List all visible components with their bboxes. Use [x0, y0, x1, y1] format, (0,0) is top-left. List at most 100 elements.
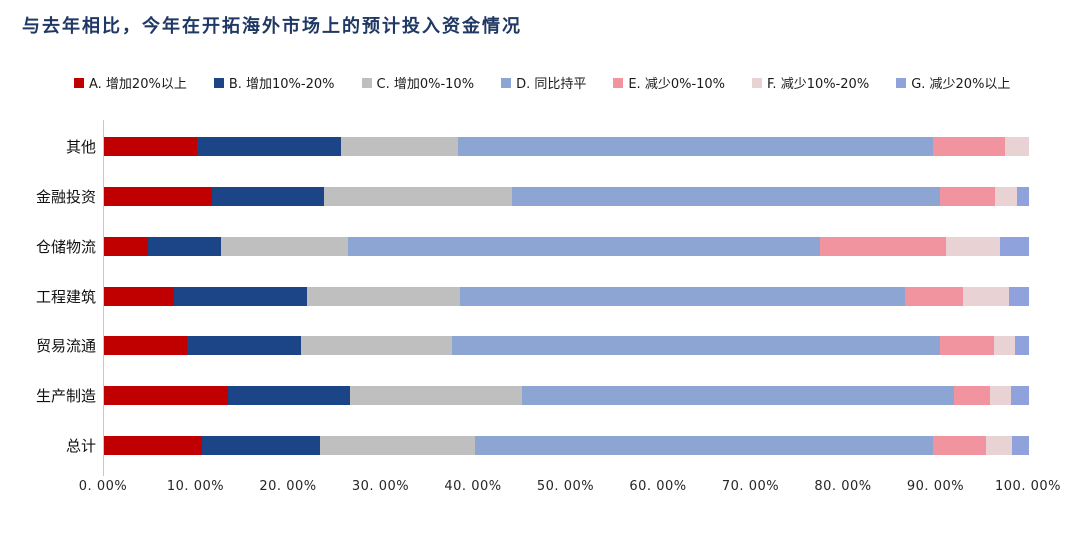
bar-segment	[954, 385, 991, 405]
bar-segment	[1015, 336, 1029, 356]
category-label: 金融投资	[35, 188, 96, 207]
bar-segment	[319, 435, 475, 455]
chart-title: 与去年相比，今年在开拓海外市场上的预计投入资金情况	[22, 16, 522, 37]
x-tick-label: 20. 00%	[259, 479, 317, 494]
bar-segment	[986, 435, 1013, 455]
bar-segment	[932, 435, 987, 455]
legend-item-2: C. 增加0%-10%	[361, 73, 475, 92]
bar-segment	[104, 286, 175, 306]
bar-segment	[819, 236, 946, 256]
legend-swatch-icon	[613, 77, 624, 88]
bar-segment	[187, 336, 302, 356]
bar-segment	[301, 336, 452, 356]
legend-label: E. 减少0%-10%	[628, 77, 726, 92]
legend-swatch-icon	[74, 77, 84, 88]
bar-segment	[945, 236, 1001, 256]
bar-segment	[458, 137, 933, 157]
bar-segment	[104, 137, 197, 157]
bar-segment	[1011, 385, 1029, 405]
bar-segment	[1004, 137, 1029, 157]
stacked-bar	[104, 435, 1029, 455]
bar-row: 工程建筑	[1, 271, 1029, 321]
x-tick-label: 0. 00%	[78, 479, 128, 494]
bar-segment	[940, 187, 995, 207]
legend-item-6: G. 减少20%以上	[896, 73, 1010, 92]
legend-swatch-icon	[896, 77, 907, 88]
bar-segment	[1016, 187, 1029, 207]
bar-segment	[196, 137, 341, 157]
bar-segment	[474, 435, 933, 455]
bar-row: 仓储物流	[1, 221, 1029, 271]
legend-swatch-icon	[501, 77, 512, 88]
x-tick-label: 10. 00%	[166, 479, 225, 494]
x-axis: 0. 00% 10. 00% 20. 00% 30. 00% 40. 00% 50. 00…	[79, 479, 1061, 499]
legend-label: G. 减少20%以上	[911, 77, 1011, 92]
bar-segment	[221, 236, 349, 256]
legend-swatch-icon	[213, 77, 224, 88]
legend-item-0: A. 增加20%以上	[74, 73, 187, 92]
stacked-bar	[104, 385, 1029, 405]
bar-segment	[348, 236, 820, 256]
legend-label: C. 增加0%-10%	[376, 77, 475, 92]
legend-label: F. 减少10%-20%	[767, 77, 870, 92]
legend-item-4: E. 减少0%-10%	[613, 73, 725, 92]
stacked-bar	[104, 236, 1029, 256]
bar-segment	[932, 137, 1005, 157]
bar-segment	[212, 187, 325, 207]
bar-segment	[324, 187, 512, 207]
stacked-bar	[104, 286, 1029, 306]
x-tick-label: 60. 00%	[629, 479, 687, 494]
stacked-bar	[104, 137, 1029, 157]
x-tick-label: 100. 00%	[995, 479, 1061, 494]
bar-segment	[104, 435, 203, 455]
bar-segment	[227, 385, 351, 405]
category-label: 总计	[65, 436, 96, 455]
chart-legend: A. 增加20%以上 B. 增加10%-20% C. 增加0%-10% D. 同比持平…	[74, 73, 1070, 92]
bar-segment	[104, 385, 228, 405]
bar-segment	[940, 336, 994, 356]
bar-segment	[963, 286, 1009, 306]
bar-row: 其他	[1, 122, 1029, 172]
bar-row: 生产制造	[1, 371, 1029, 421]
x-tick-label: 90. 00%	[906, 479, 965, 494]
x-tick-label: 80. 00%	[814, 479, 872, 494]
category-label: 仓储物流	[35, 237, 96, 256]
category-label: 贸易流通	[35, 337, 96, 356]
legend-label: A. 增加20%以上	[89, 77, 187, 92]
bar-segment	[202, 435, 320, 455]
legend-item-5: F. 减少10%-20%	[752, 73, 869, 92]
bar-segment	[174, 286, 308, 306]
bar-segment	[148, 236, 222, 256]
bar-row: 贸易流通	[1, 321, 1029, 371]
category-label: 其他	[65, 138, 96, 157]
bar-segment	[451, 336, 941, 356]
legend-item-1: B. 增加10%-20%	[213, 73, 335, 92]
bar-segment	[340, 137, 459, 157]
legend-label: D. 同比持平	[516, 77, 587, 92]
bar-segment	[1000, 236, 1029, 256]
bar-segment	[990, 385, 1012, 405]
bar-row: 金融投资	[1, 172, 1029, 222]
x-tick-label: 30. 00%	[351, 479, 410, 494]
category-label: 工程建筑	[35, 287, 96, 306]
bar-segment	[1008, 286, 1029, 306]
bar-segment	[905, 286, 964, 306]
legend-label: B. 增加10%-20%	[228, 77, 335, 92]
category-label: 生产制造	[35, 386, 96, 405]
bar-rows: 其他金融投资仓储物流工程建筑贸易流通生产制造总计	[1, 122, 1029, 470]
bar-segment	[104, 336, 188, 356]
bar-segment	[994, 187, 1017, 207]
bar-segment	[460, 286, 906, 306]
legend-item-3: D. 同比持平	[501, 73, 586, 92]
legend-swatch-icon	[361, 77, 372, 88]
stacked-bar	[104, 336, 1029, 356]
bar-segment	[350, 385, 523, 405]
stacked-bar	[104, 187, 1029, 207]
x-tick-label: 50. 00%	[536, 479, 595, 494]
bar-segment	[1012, 435, 1029, 455]
x-tick-label: 70. 00%	[721, 479, 780, 494]
bar-segment	[522, 385, 955, 405]
bar-segment	[307, 286, 461, 306]
bar-row: 总计	[1, 420, 1029, 470]
